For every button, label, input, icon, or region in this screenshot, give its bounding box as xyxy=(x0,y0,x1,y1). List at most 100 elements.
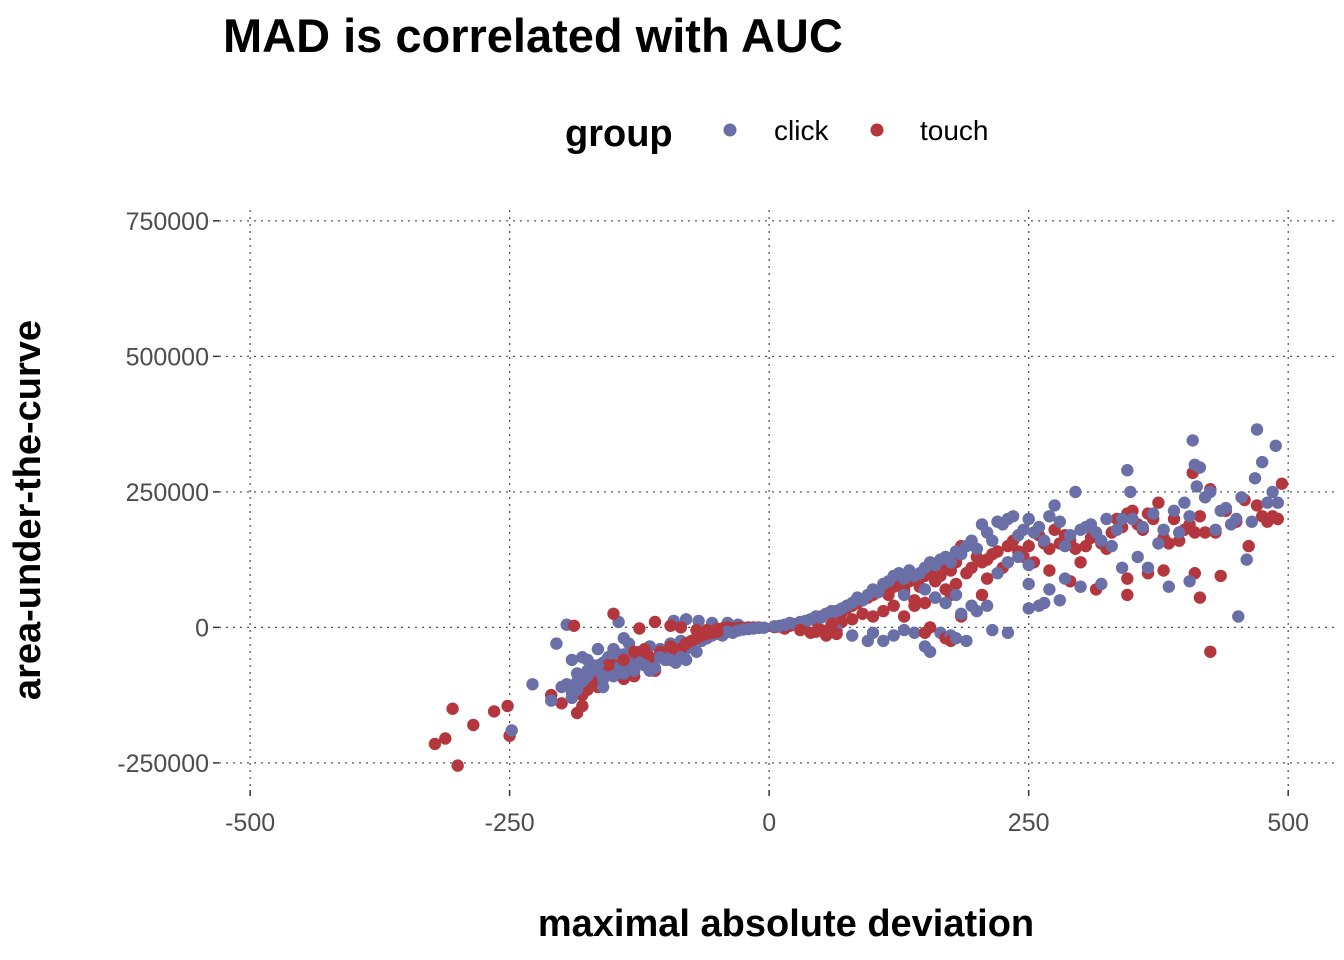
data-point-click xyxy=(980,599,994,612)
chart-title: MAD is correlated with AUC xyxy=(223,9,843,62)
data-point-click xyxy=(887,629,900,642)
data-point-click xyxy=(550,637,563,650)
data-point-touch xyxy=(501,699,514,713)
data-point-touch xyxy=(975,588,989,602)
legend-swatch-touch xyxy=(870,123,884,137)
data-point-click xyxy=(1186,434,1199,447)
data-point-touch xyxy=(949,577,963,591)
data-point-click xyxy=(669,656,682,669)
data-point-click xyxy=(690,645,703,658)
legend-label-touch: touch xyxy=(920,115,989,146)
data-point-touch xyxy=(1188,526,1202,539)
data-point-click xyxy=(1069,485,1082,499)
data-point-touch xyxy=(1204,645,1217,658)
legend-swatch-click xyxy=(723,123,737,137)
data-point-click xyxy=(960,634,973,648)
data-point-click xyxy=(757,621,771,634)
data-point-click xyxy=(1271,496,1285,509)
data-point-click xyxy=(1001,556,1015,569)
data-point-touch xyxy=(897,610,911,623)
data-point-touch xyxy=(487,705,501,718)
data-point-click xyxy=(1064,529,1077,542)
data-point-touch xyxy=(1074,556,1087,569)
data-point-click xyxy=(628,664,641,677)
data-point-click xyxy=(1131,550,1144,564)
data-point-click xyxy=(1032,520,1046,534)
data-point-click xyxy=(897,623,911,637)
data-point-click xyxy=(1162,580,1176,593)
data-point-click xyxy=(1074,580,1087,593)
data-point-touch xyxy=(467,718,480,732)
data-point-click xyxy=(1105,539,1118,553)
data-point-click xyxy=(1173,526,1186,539)
data-point-touch xyxy=(1214,569,1227,583)
data-point-click xyxy=(565,686,579,699)
data-point-click xyxy=(944,556,957,569)
data-point-click xyxy=(1183,510,1196,523)
data-point-click xyxy=(866,626,880,639)
data-point-click xyxy=(1209,523,1222,536)
data-point-click xyxy=(1178,496,1191,509)
data-point-click xyxy=(1141,561,1155,574)
data-point-touch xyxy=(451,759,464,772)
data-point-click xyxy=(1167,504,1181,517)
data-point-click xyxy=(648,661,662,675)
data-point-touch xyxy=(1162,537,1176,550)
data-point-click xyxy=(1038,534,1051,547)
data-point-click xyxy=(846,629,859,642)
data-point-touch xyxy=(846,613,859,626)
data-point-click xyxy=(591,642,605,656)
data-point-click xyxy=(1230,512,1243,526)
data-point-click xyxy=(877,634,890,648)
data-point-click xyxy=(949,588,963,602)
data-point-touch xyxy=(1271,512,1285,526)
data-point-click xyxy=(1043,510,1056,523)
data-point-touch xyxy=(1121,572,1134,585)
data-point-click xyxy=(1006,510,1020,523)
data-point-click xyxy=(1053,515,1067,528)
data-point-click xyxy=(679,653,693,667)
data-point-touch xyxy=(887,599,900,612)
data-point-click xyxy=(1256,455,1269,469)
data-point-click xyxy=(1022,577,1035,591)
data-point-touch xyxy=(1250,499,1264,512)
x-tick-label: 500 xyxy=(1267,809,1309,837)
data-point-click xyxy=(1204,485,1217,499)
data-point-click xyxy=(1248,472,1262,485)
data-point-touch xyxy=(555,697,568,710)
data-point-click xyxy=(570,667,584,680)
y-axis-title: area-under-the-curve xyxy=(7,320,49,700)
y-tick-label: 500000 xyxy=(126,343,209,371)
y-tick-label: 0 xyxy=(195,614,209,642)
data-point-touch xyxy=(576,699,589,713)
data-point-click xyxy=(1136,520,1150,534)
data-point-touch xyxy=(617,653,630,667)
data-point-click xyxy=(1048,499,1061,512)
data-point-click xyxy=(1266,485,1279,499)
data-point-click xyxy=(1115,512,1129,526)
data-point-touch xyxy=(628,645,641,658)
data-point-click xyxy=(1043,583,1056,596)
data-point-click xyxy=(1240,553,1253,566)
data-point-click xyxy=(1058,572,1072,585)
data-point-click xyxy=(1100,512,1113,526)
data-point-touch xyxy=(923,621,937,634)
data-point-click xyxy=(991,567,1004,580)
data-point-click xyxy=(617,667,630,680)
data-point-click xyxy=(949,632,963,645)
data-point-touch xyxy=(809,625,823,638)
data-point-click xyxy=(596,680,610,694)
data-point-click xyxy=(1235,491,1248,504)
data-point-click xyxy=(1124,485,1137,499)
legend: group click touch xyxy=(565,113,989,155)
x-tick-label: -500 xyxy=(225,809,275,837)
data-point-click xyxy=(607,670,620,683)
data-point-touch xyxy=(820,629,833,642)
axes: -500 -250 0 250 500 -250000 0 250000 500000 75000… xyxy=(117,208,1309,837)
y-tick-label: 750000 xyxy=(126,208,209,236)
data-point-touch xyxy=(1198,526,1212,539)
data-point-touch xyxy=(664,619,677,632)
data-point-click xyxy=(1193,461,1207,474)
data-point-click xyxy=(1001,626,1015,639)
